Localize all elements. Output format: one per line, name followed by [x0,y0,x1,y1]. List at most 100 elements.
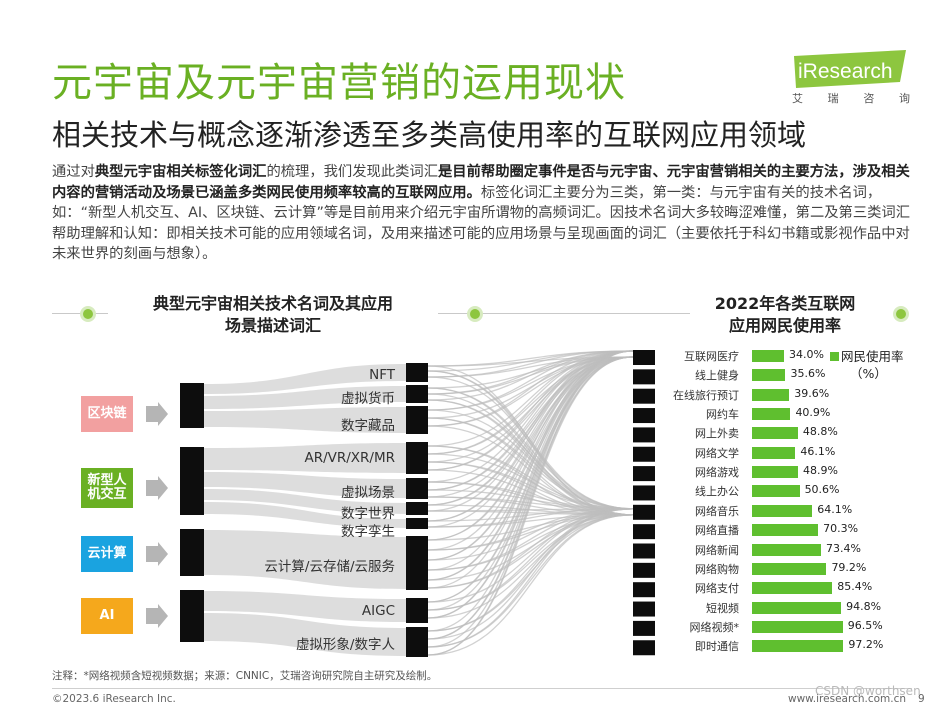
page-title: 元宇宙及元宇宙营销的运用现状 [52,60,626,106]
usage-value-label: 85.4% [837,580,873,594]
app-category-label: 网约车 [706,408,739,422]
usage-bar [752,640,844,653]
flow-band [204,530,406,589]
tech-term: 虚拟形象/数字人 [295,637,395,653]
category-cloud: 云计算 [81,536,133,572]
usage-bar [752,350,784,362]
intro-paragraph: 通过对典型元宇宙相关标签化词汇的梳理，我们发现此类词汇是目前帮助圈定事件是否与元… [52,164,911,262]
app-node-bar [633,408,655,424]
iresearch-logo: iResearch [794,50,906,88]
app-node-bar [633,543,655,559]
usage-value-label: 39.6% [794,386,830,400]
legend-swatch [830,352,839,361]
chart-legend: 网民使用率 （%） [830,348,904,382]
app-category-label: 线上办公 [695,485,739,499]
flow-line [427,350,634,640]
app-node-bar [633,369,655,385]
app-category-label: 网络音乐 [695,504,739,518]
category-node-bar [180,447,204,515]
usage-value-label: 64.1% [817,502,853,516]
term-node-bar [406,478,428,499]
term-node-bar [406,502,428,515]
usage-value-label: 79.2% [831,560,867,574]
usage-value-label: 35.6% [790,367,826,381]
app-category-label: 网络视频* [689,620,740,634]
page-number: 9 [918,693,925,705]
copyright: ©2023.6 iResearch Inc. [52,693,176,705]
usage-value-label: 40.9% [795,406,831,420]
flow-band [204,386,406,409]
flow-line [427,350,634,411]
flow-line [427,514,634,589]
app-node-bar [633,427,655,443]
flow-band [204,489,406,514]
flow-band [204,613,406,656]
usage-value-label: 48.9% [802,464,838,478]
logo-text: iResearch [798,60,893,83]
app-node-bar [633,640,655,656]
category-node-bar [180,590,204,642]
flow-line [427,514,634,551]
category-node-bar [180,529,204,576]
flow-band [204,407,406,433]
tech-term: 数字藏品 [341,418,395,434]
footnote: 注释：*网络视频含短视频数据；来源：CNNIC，艾瑞咨询研究院自主研究及绘制。 [52,670,438,682]
app-category-label: 网络文学 [695,446,739,460]
flow-line [427,350,634,603]
usage-bar [752,427,798,440]
app-category-label: 网络支付 [695,582,739,596]
page-subtitle: 相关技术与概念逐渐渗透至多类高使用率的互联网应用领域 [52,118,807,152]
usage-value-label: 70.3% [823,522,859,536]
flow-line [427,350,634,522]
flow-band [204,364,406,394]
app-node-bar [633,582,655,598]
divider-dot-left [80,306,96,322]
term-node-bar [406,627,428,657]
usage-value-label: 48.8% [802,425,838,439]
usage-value-label: 50.6% [804,483,840,497]
flow-line [427,350,634,378]
website-link[interactable]: www.iresearch.com.cn [788,693,907,705]
right-section-heading: 2022年各类互联网 应用网民使用率 [690,293,880,337]
divider-dot-middle [467,306,483,322]
app-category-label: 网络新闻 [695,543,739,557]
flow-line [427,356,634,656]
usage-bar [752,388,790,401]
arrow-right-icon [146,402,168,426]
flow-band [204,443,406,473]
flow-line [427,350,634,589]
flow-line [427,508,634,611]
tech-term: AIGC [361,603,395,619]
usage-bar [752,408,791,421]
app-node-bar [633,350,655,365]
usage-bar [752,582,833,595]
tech-term: 数字孪生 [341,524,395,540]
term-node-bar [406,518,428,529]
tech-term: 云计算/云存储/云服务 [264,559,395,575]
tech-term: 数字世界 [341,506,395,522]
arrow-right-icon [146,476,168,500]
app-node-bar [633,388,655,404]
arrow-right-icon [146,542,168,566]
usage-bar [752,543,821,556]
usage-bar [752,620,843,633]
divider-dot-right [893,306,909,322]
footer-divider [52,688,912,689]
flow-line [427,514,634,619]
flow-line [427,508,634,571]
app-category-label: 在线旅行预订 [673,388,739,402]
tech-term: 虚拟场景 [341,485,395,501]
usage-bar [752,562,827,575]
app-category-label: 线上健身 [695,369,739,383]
usage-value-label: 96.5% [847,618,883,632]
usage-bar [752,466,798,479]
term-node-bar [406,442,428,474]
logo-tagline: 艾 瑞 咨 询 [792,92,910,105]
usage-bar [752,601,842,614]
watermark: CSDN @worthsen [815,684,921,698]
usage-bar [752,485,800,498]
term-node-bar [406,406,428,434]
term-node-bar [406,536,428,590]
app-category-label: 即时通信 [695,640,739,654]
